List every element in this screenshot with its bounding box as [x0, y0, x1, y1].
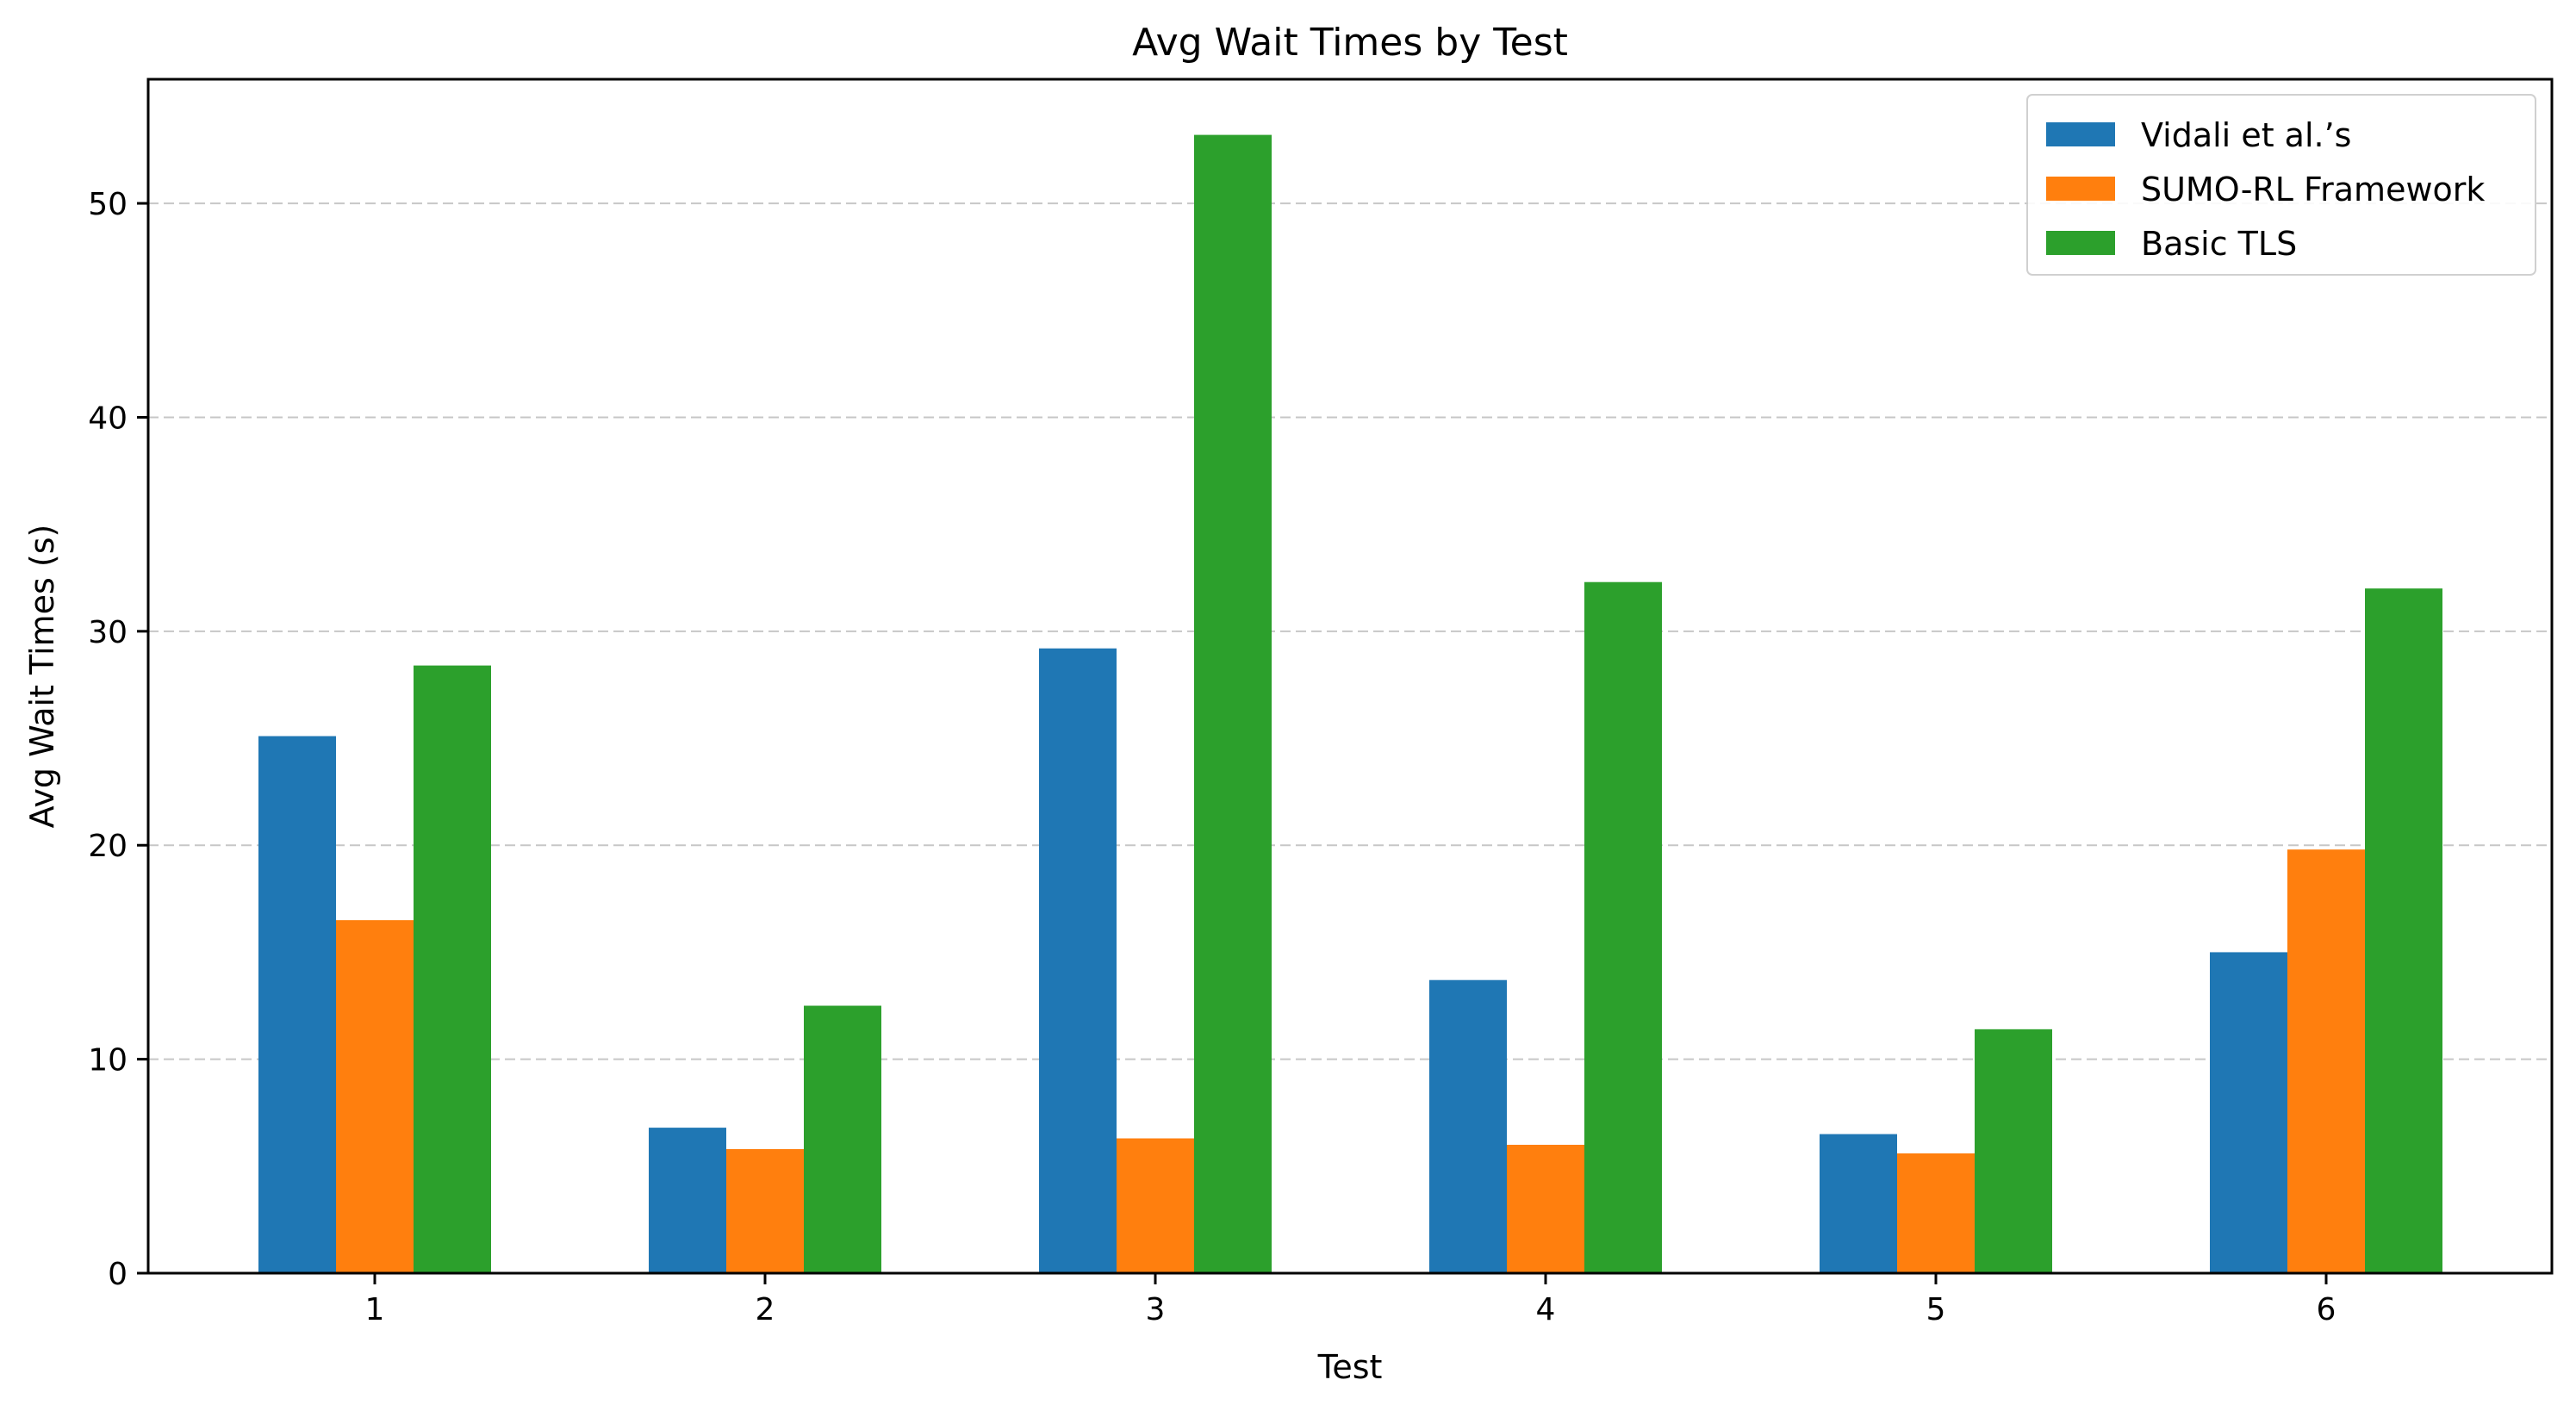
chart-title: Avg Wait Times by Test [1132, 21, 1568, 65]
legend-label-2: SUMO-RL Framework [2141, 171, 2485, 208]
bar-test-1-series-3 [414, 665, 491, 1273]
bar-test-4-series-3 [1584, 581, 1662, 1273]
bar-test-2-series-2 [726, 1148, 804, 1273]
legend-label-1: Vidali et al.’s [2141, 116, 2351, 154]
legend-swatch-2 [2046, 177, 2115, 201]
y-axis-label: Avg Wait Times (s) [23, 525, 61, 829]
x-tick-label: 5 [1926, 1292, 1946, 1327]
legend-box [2026, 94, 2536, 276]
bar-test-2-series-3 [804, 1005, 881, 1273]
y-tick-label: 0 [108, 1257, 128, 1292]
x-tick-label: 4 [1536, 1292, 1556, 1327]
bar-test-6-series-3 [2365, 588, 2442, 1273]
x-tick-label: 3 [1146, 1292, 1166, 1327]
bar-test-5-series-1 [1820, 1134, 1897, 1273]
ticks: 0 10 20 30 40 50 1 2 3 4 5 6 [88, 187, 2336, 1327]
bar-test-3-series-3 [1194, 134, 1272, 1273]
bar-test-4-series-2 [1507, 1144, 1584, 1273]
bars [258, 134, 2442, 1273]
bar-test-6-series-2 [2287, 849, 2365, 1273]
bar-test-1-series-2 [336, 920, 414, 1273]
x-tick-label: 1 [365, 1292, 385, 1327]
plot-frame [146, 78, 2554, 1275]
x-axis-label: Test [1317, 1348, 1383, 1386]
y-tick-label: 30 [88, 615, 128, 650]
legend: Vidali et al.’s SUMO-RL Framework Basic TL… [2026, 94, 2536, 276]
y-tick-label: 20 [88, 829, 128, 864]
bar-test-3-series-1 [1039, 648, 1117, 1273]
legend-label-3: Basic TLS [2141, 225, 2297, 263]
y-tick-label: 10 [88, 1043, 128, 1078]
legend-swatch-3 [2046, 231, 2115, 255]
bar-test-4-series-1 [1429, 979, 1507, 1273]
y-tick-label: 40 [88, 401, 128, 436]
bar-test-2-series-1 [649, 1128, 726, 1273]
y-tick-label: 50 [88, 187, 128, 222]
x-tick-label: 6 [2317, 1292, 2336, 1327]
bar-test-3-series-2 [1117, 1138, 1194, 1273]
bar-test-6-series-1 [2210, 952, 2287, 1273]
legend-swatch-1 [2046, 122, 2115, 146]
bar-test-5-series-2 [1897, 1153, 1975, 1273]
bar-test-1-series-1 [258, 736, 336, 1273]
bar-test-5-series-3 [1975, 1029, 2052, 1273]
x-tick-label: 2 [756, 1292, 775, 1327]
